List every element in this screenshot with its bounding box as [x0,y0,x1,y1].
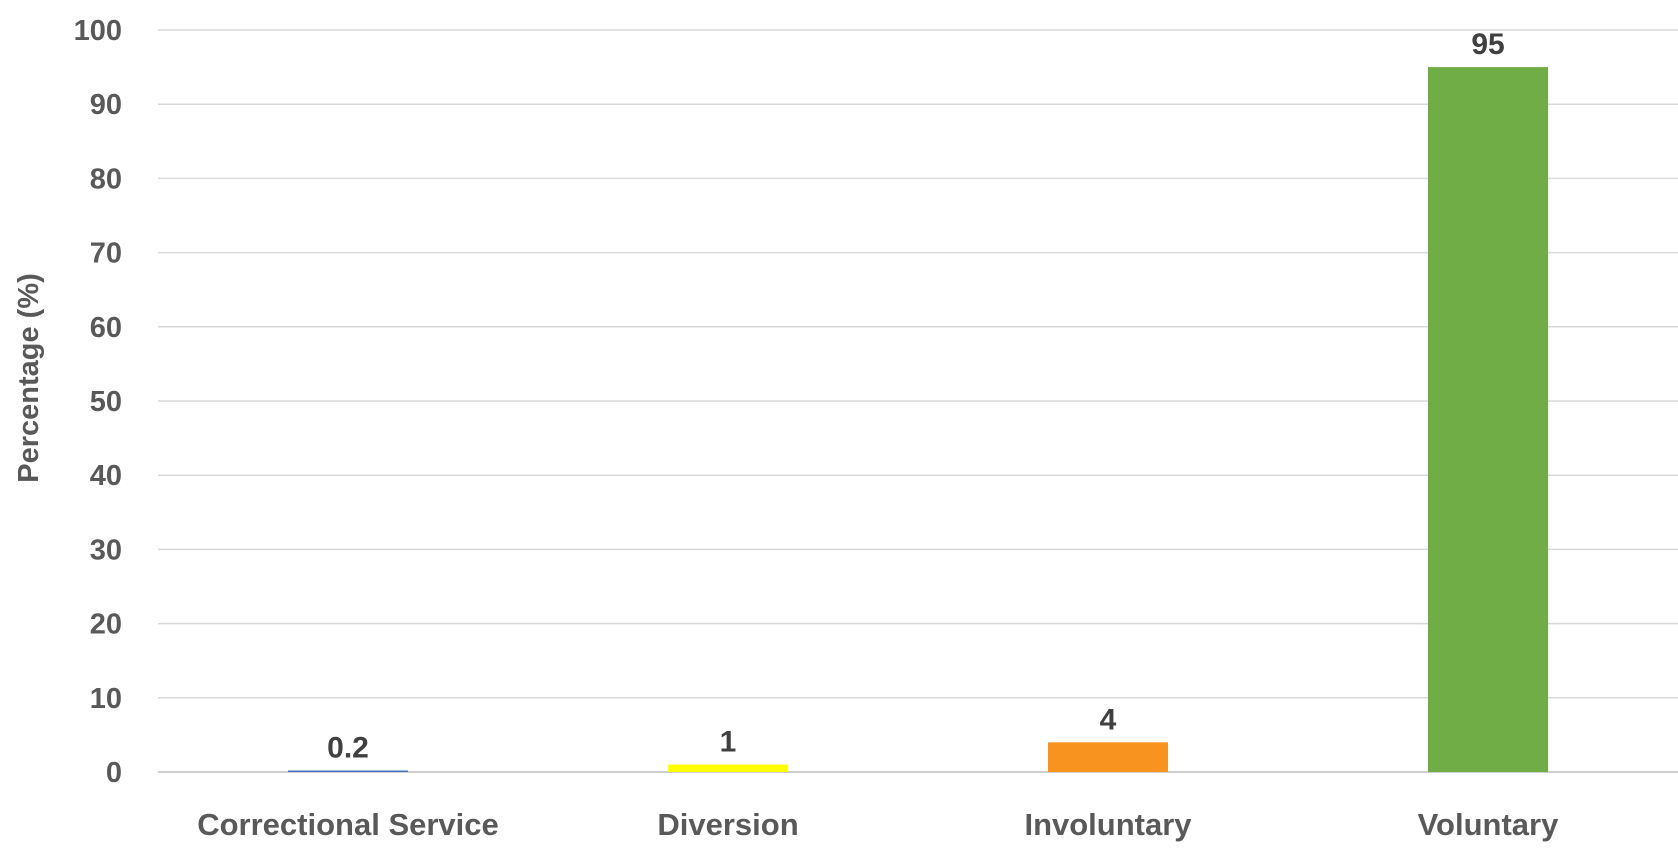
y-tick-label: 0 [106,757,122,789]
bars [288,67,1548,773]
bar-involuntary [1048,742,1168,772]
y-tick-label: 40 [90,460,122,492]
gridlines [158,29,1678,773]
y-tick-label: 20 [90,609,122,641]
y-tick-label: 10 [90,683,122,715]
bar-voluntary [1428,67,1548,773]
x-category-label: Involuntary [1024,807,1192,842]
y-tick-label: 80 [90,163,122,195]
y-tick-label: 60 [90,312,122,344]
y-axis-ticks: 0 10 20 30 40 50 60 70 80 90 100 [74,15,122,789]
y-tick-label: 50 [90,386,122,418]
data-label: 1 [720,726,737,759]
y-tick-label: 90 [90,89,122,121]
x-axis-categories: Correctional Service Diversion Involuntary… [197,807,1559,842]
y-tick-label: 70 [90,238,122,270]
bar-correctional-service [288,770,408,772]
x-category-label: Voluntary [1418,807,1559,842]
x-category-label: Diversion [657,807,798,842]
data-labels: 0.2 1 4 95 [327,28,1505,764]
y-tick-label: 30 [90,534,122,566]
data-label: 0.2 [327,732,369,765]
x-category-label: Correctional Service [197,807,499,842]
data-label: 95 [1471,28,1504,61]
y-tick-label: 100 [74,15,122,47]
bar-diversion [668,764,788,772]
data-label: 4 [1100,703,1117,736]
y-axis-title: Percentage (%) [13,273,45,483]
